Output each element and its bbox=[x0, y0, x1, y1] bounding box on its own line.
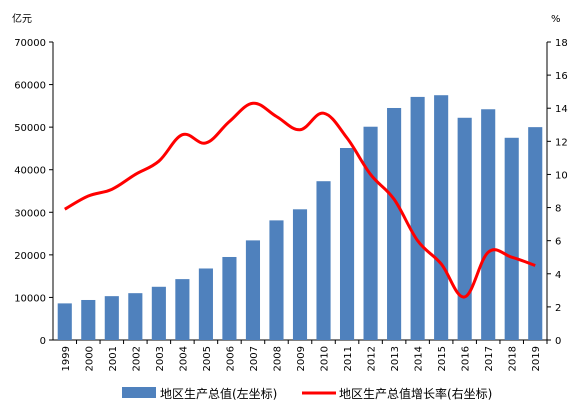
right-tick-label: 10 bbox=[555, 170, 568, 181]
bar bbox=[363, 126, 378, 341]
x-tick-label: 2012 bbox=[367, 346, 378, 371]
right-axis-unit: % bbox=[551, 14, 561, 25]
plot-area: 0 10000 20000 30000 40000 50000 60000 70000 0 2 4 6… bbox=[14, 38, 568, 371]
bar bbox=[410, 96, 425, 340]
x-tick-label: 2006 bbox=[225, 346, 236, 371]
left-tick-label: 30000 bbox=[14, 208, 46, 219]
bar bbox=[316, 181, 331, 340]
left-tick-label: 50000 bbox=[14, 123, 46, 134]
x-tick-label: 2013 bbox=[390, 346, 401, 371]
x-tick-label: 2010 bbox=[320, 346, 331, 371]
x-tick-label: 2004 bbox=[178, 346, 189, 371]
bar bbox=[198, 268, 213, 340]
bar bbox=[81, 299, 96, 340]
x-tick-label: 2017 bbox=[484, 346, 495, 371]
x-tick-label: 2009 bbox=[296, 346, 307, 371]
bar bbox=[175, 279, 190, 340]
legend: 地区生产总值(左坐标) 地区生产总值增长率(右坐标) bbox=[122, 386, 492, 401]
x-tick-label: 2005 bbox=[202, 346, 213, 371]
x-tick-label: 2008 bbox=[272, 346, 283, 371]
right-tick-label: 14 bbox=[555, 104, 568, 115]
right-tick-label: 18 bbox=[555, 38, 568, 49]
bar bbox=[528, 127, 543, 341]
x-tick-label: 2007 bbox=[249, 346, 260, 371]
bar bbox=[457, 117, 472, 340]
right-tick-label: 8 bbox=[555, 204, 561, 215]
x-tick-label: 2011 bbox=[343, 346, 354, 371]
bar bbox=[128, 293, 143, 340]
growth-rate-line bbox=[64, 101, 536, 299]
bar bbox=[481, 109, 496, 341]
left-tick-label: 60000 bbox=[14, 81, 46, 92]
left-tick-label: 70000 bbox=[14, 38, 46, 49]
right-tick-label: 12 bbox=[555, 137, 568, 148]
x-tick-label: 2003 bbox=[155, 346, 166, 371]
x-tick-label: 2014 bbox=[414, 346, 425, 371]
bar bbox=[57, 303, 72, 340]
x-tick-label: 2019 bbox=[531, 346, 542, 371]
x-tick-label: 2000 bbox=[84, 346, 95, 371]
x-tick-label: 2001 bbox=[108, 346, 119, 371]
right-tick-label: 16 bbox=[555, 71, 568, 82]
bar bbox=[269, 220, 284, 340]
x-tick-label: 2016 bbox=[461, 346, 472, 371]
bar bbox=[104, 296, 119, 340]
left-axis-unit: 亿元 bbox=[12, 12, 32, 25]
legend-bar-swatch bbox=[122, 387, 156, 398]
left-tick-label: 20000 bbox=[14, 251, 46, 262]
bar bbox=[222, 256, 237, 340]
left-tick-label: 40000 bbox=[14, 166, 46, 177]
left-tick-label: 0 bbox=[40, 336, 46, 347]
bar bbox=[151, 286, 166, 340]
x-tick-label: 1999 bbox=[61, 346, 72, 371]
right-tick-label: 4 bbox=[555, 270, 561, 281]
legend-line-label: 地区生产总值增长率(右坐标) bbox=[339, 386, 492, 401]
right-tick-label: 2 bbox=[555, 303, 561, 314]
legend-bar-label: 地区生产总值(左坐标) bbox=[160, 386, 277, 401]
bar bbox=[387, 107, 402, 340]
bar bbox=[504, 137, 519, 340]
x-tick-label: 2015 bbox=[437, 346, 448, 371]
x-tick-label: 2002 bbox=[131, 346, 142, 371]
x-tick-label: 2018 bbox=[508, 346, 519, 371]
right-tick-label: 6 bbox=[555, 237, 561, 248]
left-tick-label: 10000 bbox=[14, 293, 46, 304]
right-tick-label: 0 bbox=[555, 336, 561, 347]
bar bbox=[292, 209, 308, 340]
bar bbox=[434, 95, 449, 340]
bar bbox=[339, 148, 355, 340]
bar bbox=[245, 240, 261, 340]
